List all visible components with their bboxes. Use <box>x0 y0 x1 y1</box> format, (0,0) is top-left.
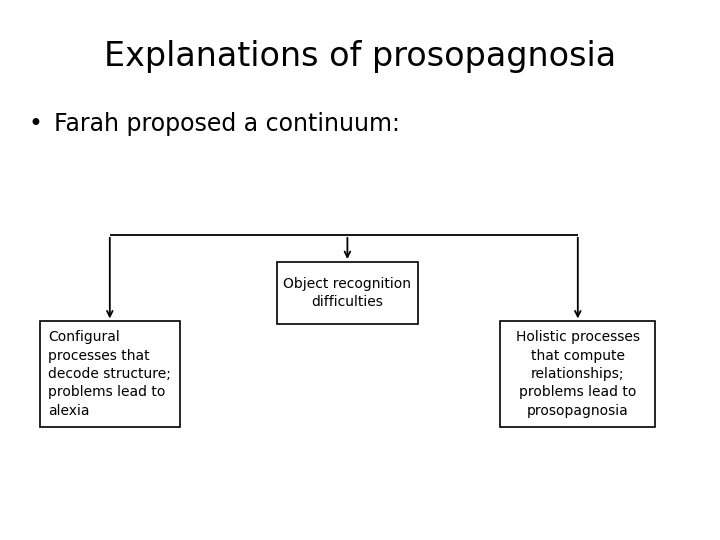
Text: Holistic processes
that compute
relationships;
problems lead to
prosopagnosia: Holistic processes that compute relation… <box>516 330 640 418</box>
Text: Farah proposed a continuum:: Farah proposed a continuum: <box>54 112 400 136</box>
Bar <box>500 321 655 427</box>
Text: Object recognition
difficulties: Object recognition difficulties <box>284 276 411 309</box>
Bar <box>277 262 418 324</box>
Bar <box>40 321 180 427</box>
Text: Explanations of prosopagnosia: Explanations of prosopagnosia <box>104 40 616 73</box>
Text: Configural
processes that
decode structure;
problems lead to
alexia: Configural processes that decode structu… <box>48 330 171 418</box>
Text: •: • <box>29 112 42 136</box>
